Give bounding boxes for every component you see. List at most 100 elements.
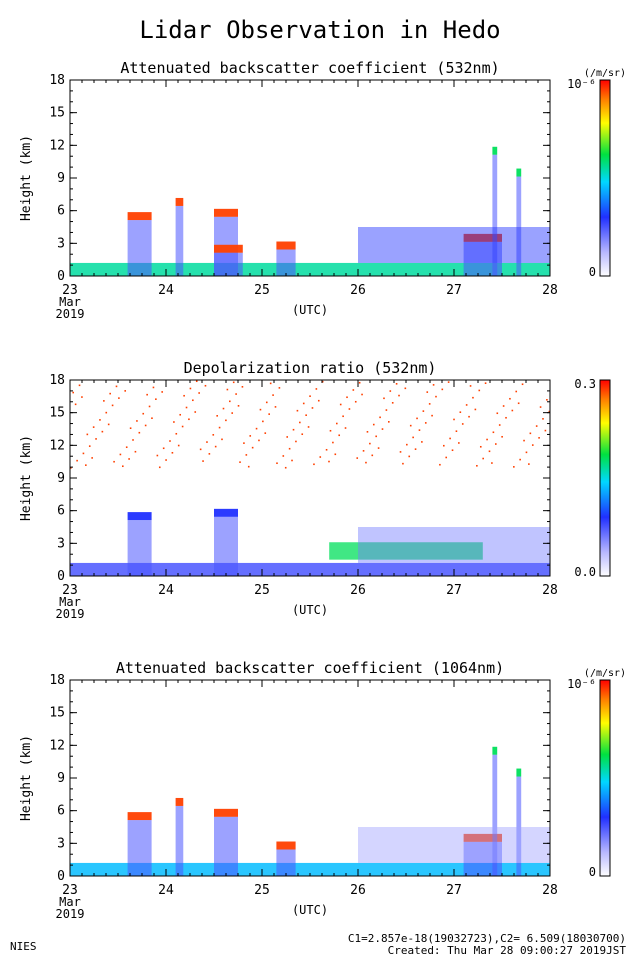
colorbar-max-label: 10⁻⁶ — [567, 77, 596, 91]
heatmap-column — [516, 776, 522, 876]
heatmap-cloud — [127, 512, 152, 521]
y-tick-label: 0 — [57, 869, 65, 884]
y-tick-label: 3 — [57, 236, 65, 251]
heatmap-cloud — [214, 508, 238, 517]
y-tick-label: 3 — [57, 536, 65, 551]
x-tick-label: 23 — [62, 883, 78, 898]
x-tick-label: 26 — [350, 283, 366, 298]
heatmap-aerosol-layer — [358, 227, 550, 263]
x-sub-label: Mar — [59, 595, 81, 609]
colorbar-gradient — [599, 679, 611, 877]
y-axis-label: Height (km) — [19, 735, 34, 821]
heatmap-boundary-layer — [70, 562, 550, 576]
lidar-panel-3: Attenuated backscatter coefficient (1064… — [19, 659, 626, 921]
y-tick-label: 6 — [57, 204, 65, 219]
y-tick-label: 18 — [49, 73, 65, 88]
colorbar-gradient — [599, 79, 611, 277]
heatmap-boundary-layer — [70, 862, 550, 876]
heatmap-cloud — [175, 797, 184, 806]
x-tick-label: 23 — [62, 283, 78, 298]
colorbar-gradient — [599, 379, 611, 577]
heatmap-cloud — [492, 746, 498, 755]
colorbar-max-label: 10⁻⁶ — [567, 677, 596, 691]
y-tick-label: 15 — [49, 106, 65, 121]
colorbar: 10⁻⁶ 0 (/m/sr) — [567, 668, 626, 879]
heatmap-cloud — [127, 812, 152, 821]
colorbar-min-label: 0 — [589, 865, 596, 879]
y-axis-label: Height (km) — [19, 135, 34, 221]
heatmap-column — [127, 820, 152, 876]
y-tick-label: 3 — [57, 836, 65, 851]
heatmap-cloud — [276, 241, 296, 250]
heatmap-cloud — [492, 146, 498, 155]
heatmap-column — [516, 176, 522, 276]
y-tick-label: 9 — [57, 171, 65, 186]
heatmap-column — [492, 154, 498, 276]
y-tick-label: 6 — [57, 804, 65, 819]
x-tick-label: 24 — [158, 283, 174, 298]
colorbar-max-label: 0.3 — [574, 377, 596, 391]
heatmap-cloud — [516, 168, 522, 177]
y-tick-label: 6 — [57, 504, 65, 519]
y-tick-label: 12 — [49, 438, 65, 453]
x-axis-label: (UTC) — [292, 603, 328, 617]
lidar-panel-2: Depolarization ratio (532nm) 0 3 6 9 12 15 18 He… — [19, 359, 611, 621]
y-tick-label: 0 — [57, 269, 65, 284]
x-axis-label: (UTC) — [292, 303, 328, 317]
x-tick-label: 27 — [446, 883, 462, 898]
y-tick-label: 0 — [57, 569, 65, 584]
heatmap-cloud — [214, 208, 238, 217]
x-tick-label: 25 — [254, 583, 270, 598]
heatmap-boundary-layer — [70, 262, 550, 276]
heatmap-cloud — [214, 244, 243, 253]
x-tick-label: 24 — [158, 883, 174, 898]
y-tick-label: 15 — [49, 706, 65, 721]
heatmap-column — [214, 816, 238, 876]
page-title: Lidar Observation in Hedo — [139, 16, 500, 44]
x-tick-label: 27 — [446, 583, 462, 598]
heatmap-cloud — [276, 841, 296, 850]
panel-title: Attenuated backscatter coefficient (1064… — [116, 659, 504, 677]
colorbar: 10⁻⁶ 0 (/m/sr) — [567, 68, 626, 279]
lidar-panel-1: Attenuated backscatter coefficient (532n… — [19, 59, 626, 321]
x-sub-label: 2019 — [56, 607, 85, 621]
x-tick-label: 25 — [254, 283, 270, 298]
x-tick-label: 26 — [350, 883, 366, 898]
x-sub-label: Mar — [59, 895, 81, 909]
colorbar-unit: (/m/sr) — [584, 68, 626, 79]
footer-calibration: C1=2.857e-18(19032723),C2= 6.509(1803070… — [348, 932, 626, 945]
heatmap-features — [70, 746, 550, 876]
x-tick-label: 28 — [542, 583, 558, 598]
heatmap-cloud — [463, 233, 502, 242]
colorbar-unit: (/m/sr) — [584, 668, 626, 679]
y-tick-label: 9 — [57, 771, 65, 786]
heatmap-aerosol-layer — [358, 527, 550, 563]
x-axis-label: (UTC) — [292, 903, 328, 917]
panel-title: Depolarization ratio (532nm) — [184, 359, 437, 377]
heatmap-column — [175, 805, 184, 876]
heatmap-cloud — [127, 212, 152, 221]
heatmap-noise-band — [70, 380, 551, 469]
x-sub-label: 2019 — [56, 907, 85, 921]
heatmap-column — [127, 220, 152, 276]
x-sub-label: Mar — [59, 295, 81, 309]
x-tick-label: 24 — [158, 583, 174, 598]
y-axis-label: Height (km) — [19, 435, 34, 521]
x-tick-label: 25 — [254, 883, 270, 898]
heatmap-column — [127, 520, 152, 576]
heatmap-column — [214, 252, 243, 276]
x-tick-label: 23 — [62, 583, 78, 598]
y-tick-label: 9 — [57, 471, 65, 486]
heatmap-column — [214, 516, 238, 576]
heatmap-aerosol-layer — [358, 827, 550, 863]
footer-created: Created: Thu Mar 28 09:00:27 2019JST — [388, 944, 627, 957]
y-tick-label: 15 — [49, 406, 65, 421]
x-tick-label: 27 — [446, 283, 462, 298]
x-tick-label: 28 — [542, 883, 558, 898]
panel-title: Attenuated backscatter coefficient (532n… — [120, 59, 499, 77]
x-tick-label: 28 — [542, 283, 558, 298]
x-tick-label: 26 — [350, 583, 366, 598]
colorbar-min-label: 0.0 — [574, 565, 596, 579]
heatmap-column — [175, 205, 184, 276]
